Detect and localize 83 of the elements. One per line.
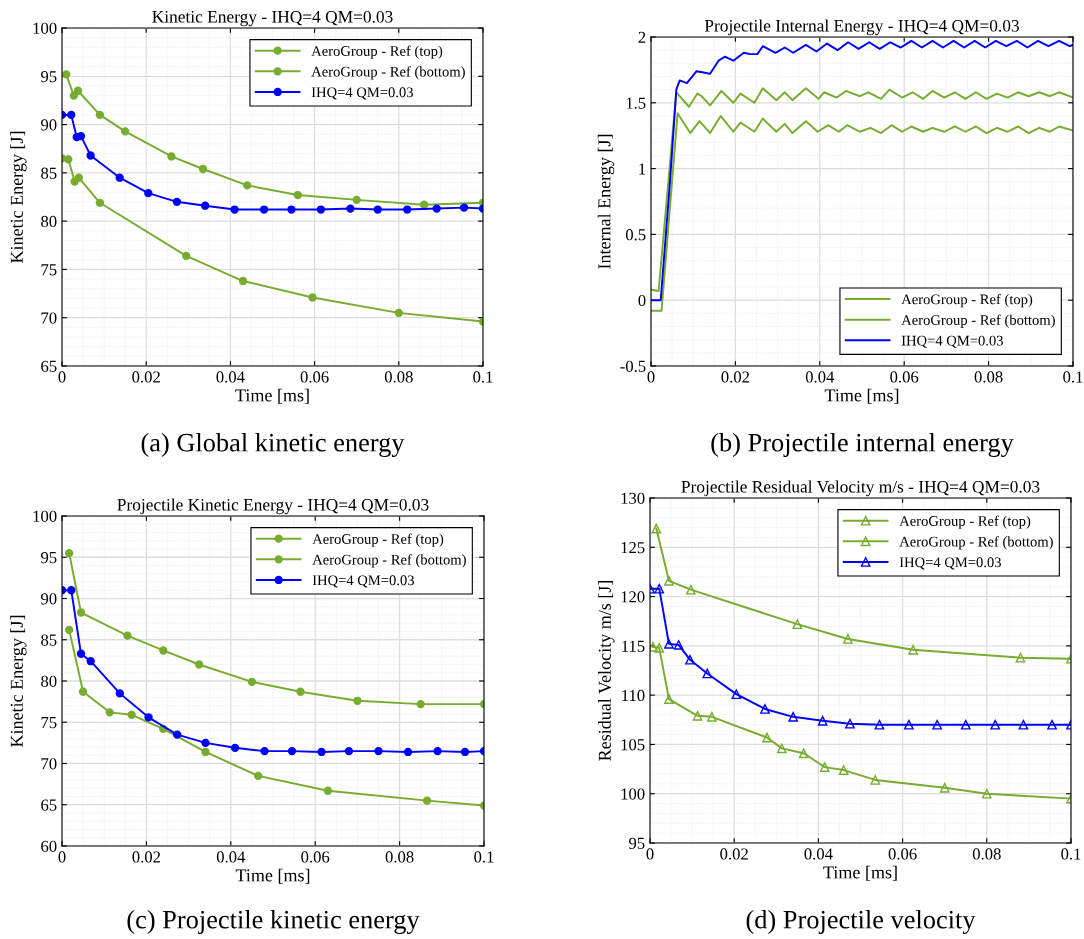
y-tick-label: 90: [41, 593, 57, 605]
x-tick-label: 0.02: [132, 371, 160, 383]
y-tick-label: 100: [621, 788, 645, 800]
x-tick-label: 0.02: [720, 848, 748, 860]
x-tick-label: 0.04: [804, 848, 833, 860]
legend-label: AeroGroup - Ref (bottom): [899, 536, 1053, 550]
y-tick-label: 1.5: [626, 97, 646, 109]
x-tick-label: 0.02: [132, 851, 161, 863]
y-tick-label: -0.5: [620, 360, 646, 373]
y-tick-label: 65: [41, 360, 57, 372]
y-tick-label: 120: [621, 591, 645, 603]
y-tick-label: 90: [41, 119, 57, 131]
legend-label: IHQ=4 QM=0.03: [312, 575, 414, 588]
legend-label: AeroGroup - Ref (top): [311, 45, 443, 59]
y-tick-label: 75: [41, 264, 57, 276]
legend-label: AeroGroup - Ref (bottom): [901, 314, 1055, 328]
y-axis-title: Kinetic Energy [J]: [10, 615, 27, 747]
y-tick-label: 70: [41, 758, 57, 770]
x-tick-label: 0.06: [301, 851, 330, 863]
y-tick-label: 60: [41, 840, 57, 852]
y-tick-label: 0: [638, 294, 646, 307]
y-tick-label: 85: [41, 634, 57, 646]
y-tick-label: 75: [41, 717, 57, 729]
y-tick-label: 130: [621, 492, 645, 504]
legend-label: IHQ=4 QM=0.03: [901, 335, 1003, 348]
x-tick-label: 0: [647, 371, 655, 383]
x-tick-label: 0.1: [473, 371, 493, 383]
x-tick-label: 0.06: [300, 371, 329, 383]
x-tick-label: 0.1: [1063, 371, 1083, 383]
chart-title: Projectile Kinetic Energy - IHQ=4 QM=0.03: [117, 498, 429, 515]
legend-label: AeroGroup - Ref (top): [901, 293, 1033, 308]
y-axis-title: Internal Energy [J]: [597, 134, 615, 269]
x-tick-label: 0.1: [474, 851, 494, 863]
y-tick-label: 2: [638, 31, 646, 43]
legend-label: AeroGroup - Ref (bottom): [311, 66, 465, 80]
x-tick-label: 0.1: [1061, 848, 1081, 860]
text: (d) Projectile velocity: [746, 910, 976, 934]
y-tick-label: 65: [41, 799, 57, 811]
chart-title: Projectile Internal Energy - IHQ=4 QM=0.03: [704, 19, 1019, 36]
x-tick-label: 0.02: [721, 371, 750, 383]
legend-label: AeroGroup - Ref (bottom): [312, 554, 466, 568]
y-tick-label: 100: [33, 22, 57, 34]
x-tick-label: 0: [58, 371, 66, 383]
x-tick-label: 0.06: [888, 848, 917, 860]
y-tick-label: 80: [41, 215, 57, 228]
legend-label: IHQ=4 QM=0.03: [311, 87, 413, 100]
text: (c) Projectile kinetic energy: [127, 910, 420, 934]
text: (a) Global kinetic energy: [141, 433, 405, 457]
y-tick-label: 1: [639, 163, 646, 175]
x-tick-label: 0.06: [890, 371, 919, 383]
x-tick-label: 0.08: [972, 848, 1001, 860]
x-tick-label: 0: [58, 851, 66, 863]
y-tick-label: 70: [41, 312, 57, 324]
y-tick-label: 85: [41, 167, 57, 179]
y-axis-title: Kinetic Energy [J]: [10, 131, 27, 263]
chart-title: Kinetic Energy - IHQ=4 QM=0.03: [152, 10, 393, 27]
x-tick-label: 0.04: [216, 851, 246, 863]
y-tick-label: 125: [621, 542, 645, 554]
x-tick-label: 0.04: [805, 371, 835, 383]
y-tick-label: 110: [622, 689, 645, 702]
x-tick-label: 0.08: [385, 851, 414, 863]
x-axis-title: Time [ms]: [824, 388, 899, 404]
y-axis-title: Residual Velocity m/s [J]: [598, 580, 615, 761]
y-tick-label: 0.5: [625, 229, 646, 241]
chart-title: Projectile Residual Velocity m/s - IHQ=4 QM=0.03: [681, 480, 1040, 497]
y-tick-label: 95: [41, 552, 57, 564]
legend-label: AeroGroup - Ref (top): [899, 515, 1031, 529]
text: (b) Projectile internal energy: [711, 433, 1014, 457]
y-tick-label: 115: [622, 640, 645, 652]
y-tick-label: 105: [621, 739, 645, 751]
x-tick-label: 0: [646, 848, 654, 860]
legend-label: IHQ=4 QM=0.03: [899, 557, 1001, 570]
x-axis-title: Time [ms]: [823, 865, 897, 881]
legend-label: AeroGroup - Ref (top): [312, 533, 444, 547]
y-tick-label: 95: [41, 71, 57, 83]
y-tick-label: 100: [33, 510, 57, 522]
y-tick-label: 95: [629, 837, 645, 849]
y-tick-label: 80: [41, 675, 57, 687]
x-tick-label: 0.08: [974, 371, 1003, 383]
x-axis-title: Time [ms]: [235, 868, 310, 884]
x-tick-label: 0.08: [384, 371, 413, 383]
x-axis-title: Time [ms]: [235, 388, 309, 404]
x-tick-label: 0.04: [216, 371, 245, 383]
